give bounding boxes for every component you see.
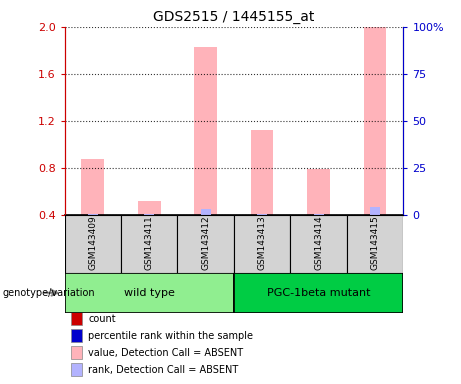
FancyBboxPatch shape xyxy=(65,273,234,313)
Text: count: count xyxy=(88,314,116,324)
Bar xyxy=(370,207,380,215)
FancyBboxPatch shape xyxy=(71,363,82,376)
Bar xyxy=(82,159,104,215)
FancyBboxPatch shape xyxy=(234,273,403,313)
Bar xyxy=(144,214,154,215)
Text: GSM143412: GSM143412 xyxy=(201,215,210,270)
FancyBboxPatch shape xyxy=(177,215,234,273)
Text: GSM143411: GSM143411 xyxy=(145,215,154,270)
Text: percentile rank within the sample: percentile rank within the sample xyxy=(88,331,253,341)
FancyBboxPatch shape xyxy=(71,329,82,342)
Text: PGC-1beta mutant: PGC-1beta mutant xyxy=(267,288,371,298)
Text: GSM143414: GSM143414 xyxy=(314,215,323,270)
FancyBboxPatch shape xyxy=(65,215,121,273)
Text: genotype/variation: genotype/variation xyxy=(2,288,95,298)
FancyBboxPatch shape xyxy=(290,215,347,273)
FancyBboxPatch shape xyxy=(71,312,82,325)
FancyBboxPatch shape xyxy=(234,215,290,273)
Bar xyxy=(138,201,160,215)
Bar xyxy=(257,214,267,215)
Bar xyxy=(88,214,98,215)
Text: rank, Detection Call = ABSENT: rank, Detection Call = ABSENT xyxy=(88,365,238,375)
Bar xyxy=(313,214,324,215)
FancyBboxPatch shape xyxy=(71,346,82,359)
Text: wild type: wild type xyxy=(124,288,175,298)
Bar xyxy=(364,27,386,215)
Bar xyxy=(195,47,217,215)
Bar xyxy=(201,209,211,215)
Bar xyxy=(251,131,273,215)
Text: GSM143409: GSM143409 xyxy=(88,215,97,270)
Title: GDS2515 / 1445155_at: GDS2515 / 1445155_at xyxy=(153,10,315,25)
Text: value, Detection Call = ABSENT: value, Detection Call = ABSENT xyxy=(88,348,243,358)
Bar xyxy=(307,169,330,215)
FancyBboxPatch shape xyxy=(347,215,403,273)
FancyBboxPatch shape xyxy=(121,215,177,273)
Text: GSM143413: GSM143413 xyxy=(258,215,267,270)
Text: GSM143415: GSM143415 xyxy=(371,215,380,270)
